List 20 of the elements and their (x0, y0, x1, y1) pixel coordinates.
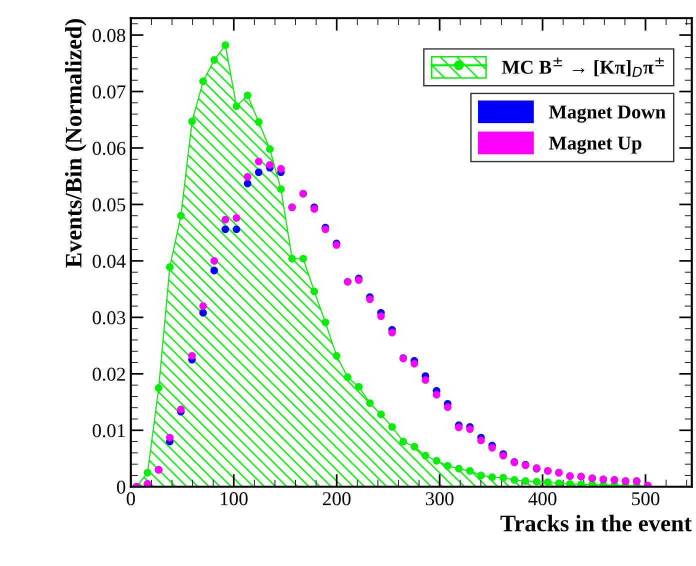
y-tick-label: 0.05 (92, 198, 126, 212)
x-axis-title: Tracks in the event (500, 514, 692, 532)
y-tick-label: 0 (117, 480, 126, 494)
legend-label: Magnet Down (549, 106, 666, 123)
y-tick-label: 0.04 (92, 254, 126, 268)
x-tick-label: 200 (322, 492, 351, 506)
x-tick-label: 0 (126, 492, 135, 506)
y-tick-label: 0.07 (92, 85, 126, 99)
x-tick-label: 400 (528, 492, 556, 506)
y-tick-label: 0.01 (92, 424, 125, 438)
y-tick-label: 0.03 (92, 311, 126, 324)
y-tick-label: 0.06 (92, 142, 126, 155)
x-tick-label: 300 (426, 492, 454, 506)
x-tick-label: 100 (220, 492, 248, 506)
x-tick-label: 500 (632, 492, 660, 506)
y-tick-label: 0.08 (92, 28, 126, 42)
y-axis-title: Events/Bin (Normalized) (64, 19, 86, 268)
legend-label: MC B$^{±}$ → [Kπ]$_{D}$π$^{±}$ (502, 58, 664, 77)
y-tick-label: 0.02 (92, 368, 125, 381)
legend-label: Magnet Up (549, 136, 642, 154)
